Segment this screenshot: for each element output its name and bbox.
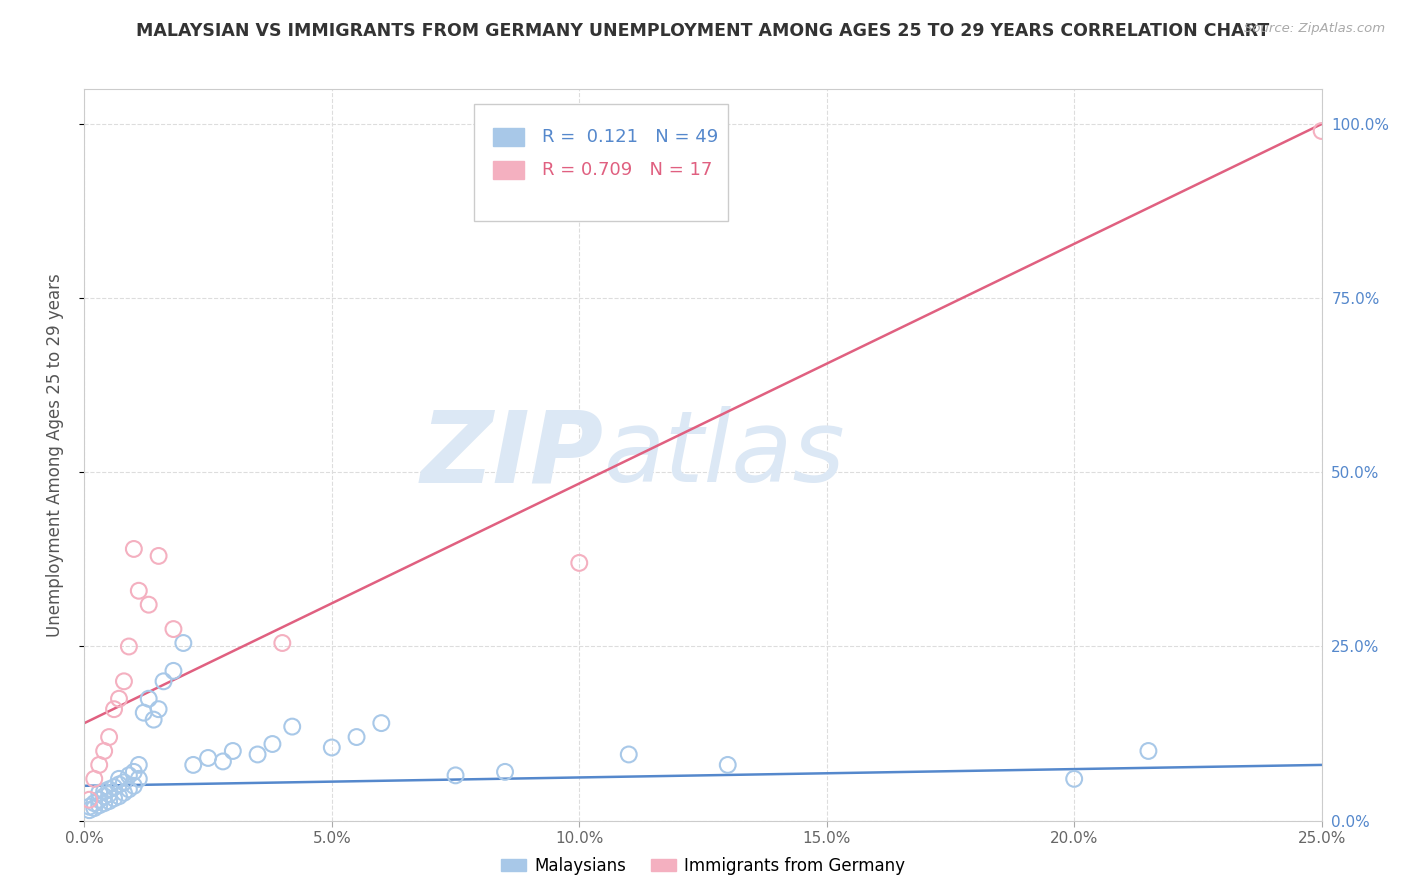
Point	[93, 789, 115, 804]
Point	[494, 764, 516, 779]
FancyBboxPatch shape	[474, 103, 728, 221]
Text: MALAYSIAN VS IMMIGRANTS FROM GERMANY UNEMPLOYMENT AMONG AGES 25 TO 29 YEARS CORR: MALAYSIAN VS IMMIGRANTS FROM GERMANY UNE…	[136, 22, 1270, 40]
Point	[142, 713, 165, 727]
Point	[128, 772, 150, 786]
Point	[103, 791, 125, 805]
Point	[103, 780, 125, 795]
Point	[321, 740, 343, 755]
Point	[98, 782, 121, 797]
Point	[128, 758, 150, 772]
Point	[93, 796, 115, 810]
Point	[79, 793, 101, 807]
Point	[370, 716, 392, 731]
Point	[281, 720, 304, 734]
Bar	[492, 128, 523, 146]
Point	[172, 636, 194, 650]
Point	[717, 758, 740, 772]
Text: R = 0.709   N = 17: R = 0.709 N = 17	[543, 161, 713, 178]
Point	[222, 744, 245, 758]
Point	[197, 751, 219, 765]
Point	[118, 640, 141, 654]
Point	[108, 789, 131, 804]
Point	[148, 702, 170, 716]
Point	[83, 801, 105, 815]
Point	[89, 758, 111, 772]
Point	[122, 779, 145, 793]
Point	[568, 556, 591, 570]
Point	[212, 755, 235, 769]
Point	[83, 796, 105, 810]
Point	[118, 782, 141, 797]
Point	[444, 768, 467, 782]
Point	[93, 784, 115, 798]
Point	[346, 730, 368, 744]
Point	[112, 775, 135, 789]
Point	[112, 674, 135, 689]
Point	[162, 622, 184, 636]
Text: ZIP: ZIP	[420, 407, 605, 503]
Point	[617, 747, 640, 762]
Point	[89, 786, 111, 800]
Point	[93, 744, 115, 758]
Point	[89, 798, 111, 813]
Point	[138, 598, 160, 612]
Point	[246, 747, 269, 762]
Point	[83, 772, 105, 786]
Point	[79, 803, 101, 817]
Point	[108, 772, 131, 786]
Point	[128, 583, 150, 598]
Point	[148, 549, 170, 563]
Point	[103, 702, 125, 716]
Legend: Malaysians, Immigrants from Germany: Malaysians, Immigrants from Germany	[494, 850, 912, 882]
Text: Source: ZipAtlas.com: Source: ZipAtlas.com	[1244, 22, 1385, 36]
Point	[271, 636, 294, 650]
Point	[108, 777, 131, 791]
Point	[98, 730, 121, 744]
Text: R =  0.121   N = 49: R = 0.121 N = 49	[543, 128, 718, 145]
Point	[112, 786, 135, 800]
Point	[122, 764, 145, 779]
Point	[89, 793, 111, 807]
Point	[1063, 772, 1085, 786]
Point	[262, 737, 284, 751]
Point	[98, 794, 121, 808]
Bar	[492, 161, 523, 178]
Point	[132, 706, 155, 720]
Point	[152, 674, 174, 689]
Point	[108, 691, 131, 706]
Point	[118, 768, 141, 782]
Point	[181, 758, 204, 772]
Text: atlas: atlas	[605, 407, 845, 503]
Point	[1137, 744, 1160, 758]
Point	[122, 541, 145, 556]
Point	[162, 664, 184, 678]
Point	[1310, 124, 1333, 138]
Point	[98, 787, 121, 801]
Y-axis label: Unemployment Among Ages 25 to 29 years: Unemployment Among Ages 25 to 29 years	[45, 273, 63, 637]
Point	[79, 799, 101, 814]
Point	[138, 691, 160, 706]
